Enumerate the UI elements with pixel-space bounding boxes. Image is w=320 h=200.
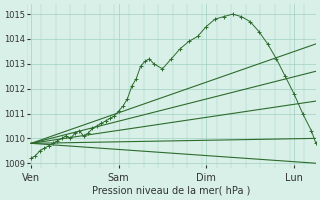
X-axis label: Pression niveau de la mer( hPa ): Pression niveau de la mer( hPa ) [92,186,251,196]
